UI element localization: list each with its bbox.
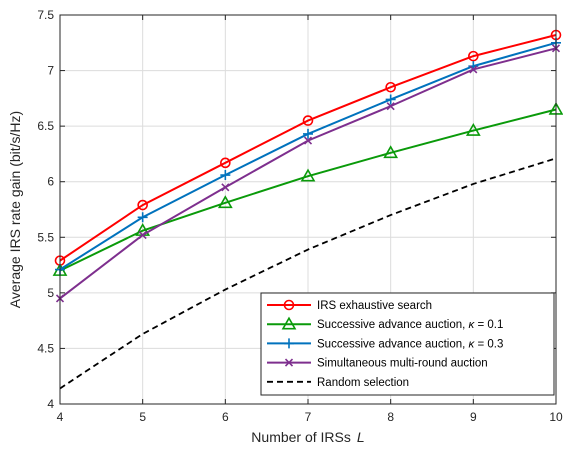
legend-label: IRS exhaustive search (317, 300, 432, 312)
legend-label: Successive advance auction, κ = 0.3 (317, 338, 503, 350)
y-tick-label: 6.5 (37, 119, 54, 133)
legend-label-prefix: Successive advance auction, (317, 319, 469, 331)
data-point-triangle (300, 168, 316, 182)
series (59, 157, 557, 390)
legend-label-prefix: Successive advance auction, (317, 338, 469, 350)
data-point-circle (468, 50, 479, 62)
y-tick-label: 5 (47, 286, 54, 300)
x-axis-symbol: L (357, 429, 365, 445)
y-tick-label: 6 (47, 175, 54, 189)
y-tick-label: 7.5 (37, 8, 54, 22)
y-tick-label: 5.5 (37, 230, 54, 244)
legend-label: Simultaneous multi-round auction (317, 358, 488, 370)
y-tick-label: 4 (47, 397, 54, 411)
data-point-x (469, 65, 478, 74)
data-point-x (221, 183, 230, 192)
series-layer (52, 29, 563, 390)
data-point-x (303, 136, 313, 145)
data-point-triangle (281, 316, 297, 330)
x-tick-label: 5 (139, 410, 146, 424)
data-point-x (386, 102, 395, 111)
data-point-x (284, 358, 294, 367)
y-axis-title: Average IRS rate gain (bit/s/Hz) (7, 111, 23, 308)
x-tick-label: 8 (387, 410, 394, 424)
legend-label-suffix: = 0.3 (474, 338, 503, 350)
series-line (59, 108, 557, 272)
data-point-circle (220, 157, 231, 169)
series-line (59, 34, 557, 262)
data-point-circle (137, 199, 148, 211)
data-point-x (138, 230, 147, 240)
x-axis-title: Number of IRSs L (251, 429, 364, 445)
y-tick-label: 4.5 (37, 341, 54, 355)
data-point-plus (284, 338, 294, 349)
legend-label: Random selection (317, 377, 409, 389)
data-point-plus (385, 94, 396, 105)
x-tick-label: 7 (305, 410, 312, 424)
x-tick-label: 6 (222, 410, 229, 424)
x-tick-label: 10 (549, 410, 563, 424)
legend-label-symbol: κ (469, 319, 476, 331)
data-point-circle (385, 81, 396, 93)
x-tick-label: 4 (57, 410, 64, 424)
data-point-plus (220, 170, 231, 181)
data-point-triangle (383, 145, 399, 159)
x-axis-label: Number of IRSs (251, 429, 351, 445)
legend-label-suffix: = 0.1 (474, 319, 503, 331)
y-tick-label: 7 (47, 64, 54, 78)
axis-ticks: 4 5 6 7 8 9 10 4 4.5 5 5.5 6 6.5 7 7.5 (37, 8, 563, 424)
data-point-plus (137, 212, 148, 223)
data-point-circle (283, 299, 295, 311)
legend: IRS exhaustive search Successive advance … (260, 292, 555, 396)
data-point-plus (303, 128, 313, 139)
x-tick-label: 9 (470, 410, 477, 424)
series-line (59, 157, 557, 390)
legend-label-symbol: κ (469, 338, 476, 350)
data-point-triangle (217, 195, 233, 209)
data-point-circle (302, 115, 314, 126)
data-point-triangle (465, 122, 481, 136)
legend-label: Successive advance auction, κ = 0.1 (317, 319, 503, 331)
